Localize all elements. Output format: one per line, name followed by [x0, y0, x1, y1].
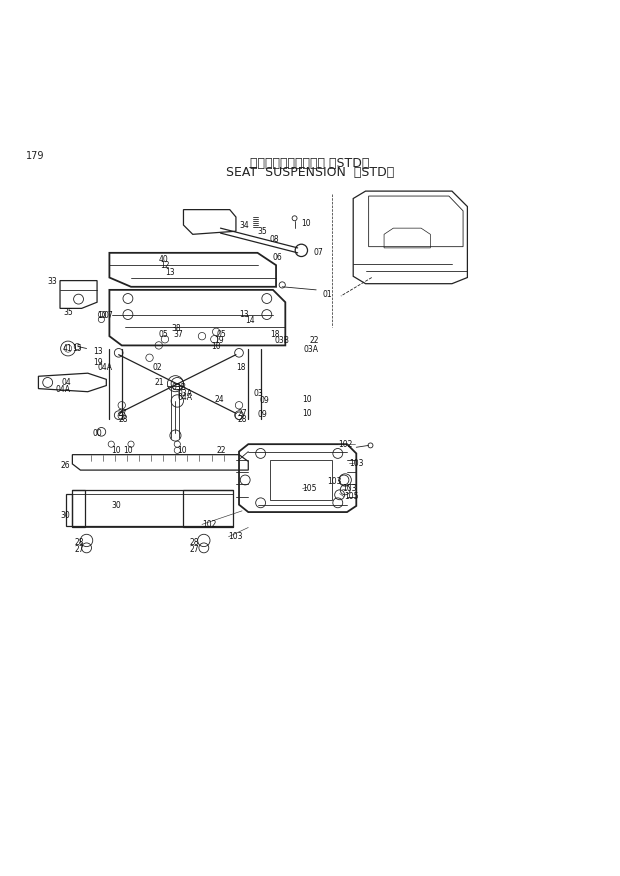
- Text: 27: 27: [117, 409, 127, 418]
- Text: 13: 13: [239, 310, 249, 319]
- Bar: [270, 460, 332, 499]
- Text: 15: 15: [73, 344, 82, 353]
- Text: 03A: 03A: [304, 345, 319, 354]
- Text: 10: 10: [97, 311, 107, 321]
- Text: 105: 105: [303, 484, 317, 493]
- Text: 03: 03: [253, 389, 263, 398]
- Text: 10: 10: [303, 409, 312, 418]
- Text: 35: 35: [63, 308, 73, 317]
- Text: 19: 19: [215, 336, 224, 345]
- Text: 13: 13: [93, 347, 102, 356]
- Text: 103: 103: [342, 484, 356, 493]
- Text: 103: 103: [229, 533, 243, 541]
- Text: 28: 28: [74, 539, 84, 548]
- Text: 09: 09: [257, 410, 267, 419]
- Text: 07: 07: [313, 248, 323, 258]
- Text: 28: 28: [190, 539, 199, 548]
- Text: 105: 105: [344, 492, 358, 501]
- Text: 07: 07: [104, 311, 113, 321]
- Text: 03B: 03B: [274, 336, 289, 345]
- Text: 30: 30: [111, 501, 121, 511]
- Text: 103: 103: [327, 477, 342, 485]
- Text: 24: 24: [215, 394, 224, 404]
- Text: 10: 10: [123, 446, 133, 455]
- Text: 14: 14: [245, 316, 255, 325]
- Text: 21: 21: [154, 378, 164, 387]
- Text: 102: 102: [338, 440, 352, 449]
- Text: 40: 40: [159, 255, 169, 265]
- Text: 33: 33: [48, 277, 58, 286]
- Text: 22: 22: [310, 336, 319, 345]
- Text: 102: 102: [202, 520, 216, 529]
- Text: SEAT  SUSPENSION  〈STD〉: SEAT SUSPENSION 〈STD〉: [226, 166, 394, 180]
- Text: 10: 10: [211, 343, 221, 351]
- Text: 35: 35: [257, 227, 267, 236]
- Text: 28: 28: [118, 415, 128, 424]
- Text: 08: 08: [270, 235, 280, 244]
- Text: 06: 06: [273, 252, 283, 262]
- Text: 05: 05: [159, 329, 169, 339]
- Text: 04A: 04A: [97, 363, 112, 371]
- Text: 38: 38: [171, 323, 181, 333]
- Text: 27: 27: [74, 545, 84, 554]
- Text: 03A: 03A: [177, 389, 192, 398]
- Text: 41: 41: [63, 344, 73, 353]
- Text: 13: 13: [165, 268, 175, 277]
- Text: 179: 179: [26, 151, 45, 161]
- Text: 30: 30: [60, 511, 70, 519]
- Text: 10: 10: [301, 219, 311, 229]
- Text: 18: 18: [236, 363, 246, 371]
- Text: 04A: 04A: [177, 393, 192, 402]
- Text: 103: 103: [349, 459, 363, 469]
- Text: 10: 10: [303, 395, 312, 404]
- Text: 10: 10: [177, 446, 187, 455]
- Text: 03B: 03B: [171, 383, 186, 392]
- Text: 12: 12: [161, 261, 170, 271]
- Text: 09: 09: [259, 397, 269, 406]
- Text: 04: 04: [62, 378, 72, 387]
- Text: 10: 10: [111, 446, 121, 455]
- Text: 00: 00: [93, 428, 102, 438]
- Text: 04A: 04A: [56, 385, 71, 394]
- Text: 02: 02: [153, 363, 162, 371]
- Text: 27: 27: [237, 409, 247, 418]
- Text: 28: 28: [237, 415, 247, 424]
- Text: 34: 34: [239, 221, 249, 230]
- Text: 22: 22: [216, 446, 226, 455]
- Text: 05: 05: [216, 329, 226, 339]
- Text: 18: 18: [270, 329, 280, 339]
- Text: シートサスペンション 〈STD〉: シートサスペンション 〈STD〉: [250, 157, 370, 170]
- Text: 37: 37: [173, 329, 183, 339]
- Text: 26: 26: [60, 462, 69, 470]
- Text: 01: 01: [322, 290, 332, 299]
- Text: 27: 27: [190, 545, 199, 554]
- Text: 19: 19: [93, 357, 102, 366]
